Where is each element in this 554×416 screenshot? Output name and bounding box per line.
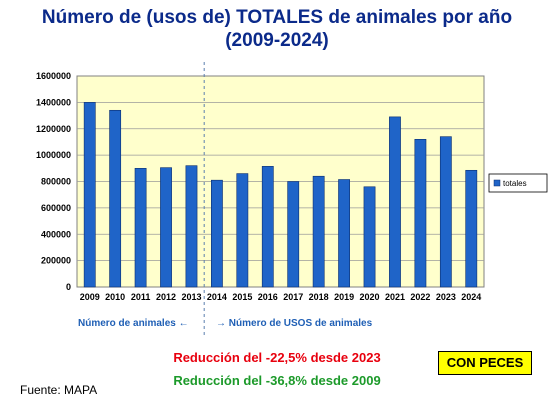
x-tick-label: 2010	[105, 292, 125, 302]
x-tick-label: 2024	[461, 292, 481, 302]
bar	[109, 109, 122, 288]
x-tick-label: 2012	[156, 292, 176, 302]
legend-swatch	[493, 179, 501, 187]
source-note: Fuente: MAPA	[20, 383, 98, 397]
bar	[363, 186, 376, 288]
bar	[236, 173, 249, 288]
left-note: Número de animales ←	[78, 318, 189, 329]
bar	[389, 116, 401, 288]
left-note-label: Número de animales	[78, 318, 176, 329]
title-line-2: (2009-2024)	[225, 30, 329, 51]
y-tick-label: 0	[66, 282, 71, 292]
bar	[414, 139, 427, 288]
y-tick-label: 600000	[41, 203, 71, 213]
x-tick-label: 2017	[283, 292, 303, 302]
right-note-label: Número de USOS de animales	[228, 318, 373, 329]
y-tick-label: 800000	[41, 177, 71, 187]
legend-label: totales	[503, 179, 527, 188]
reduction-2023: Reducción del -22,5% desde 2023	[173, 350, 381, 365]
y-tick-label: 1600000	[36, 71, 71, 81]
bar	[287, 181, 300, 288]
bar	[134, 168, 147, 288]
bar	[160, 167, 172, 288]
x-tick-label: 2023	[436, 292, 456, 302]
reduction-2009: Reducción del -36,8% desde 2009	[173, 373, 381, 388]
bar	[439, 136, 452, 288]
x-tick-label: 2011	[131, 292, 151, 302]
title-line-1: Número de (usos de) TOTALES de animales …	[41, 7, 513, 28]
x-tick-label: 2018	[309, 292, 329, 302]
x-tick-label: 2019	[334, 292, 354, 302]
x-tick-label: 2014	[207, 292, 227, 302]
bar	[261, 166, 274, 288]
page-title: Número de (usos de) TOTALES de animales …	[0, 6, 554, 52]
bar	[312, 175, 325, 288]
legend-box	[488, 173, 548, 193]
y-tick-label: 1400000	[36, 97, 71, 107]
x-tick-label: 2020	[360, 292, 380, 302]
bar-chart: 0 200000 400000 600000 800000 1000000 1200000 1…	[36, 60, 548, 335]
x-tick-label: 2013	[181, 292, 201, 302]
bar	[83, 102, 96, 288]
y-tick-label: 400000	[41, 229, 71, 239]
left-arrow-icon: ←	[178, 318, 189, 329]
x-tick-label: 2015	[232, 292, 252, 302]
x-tick-label: 2021	[385, 292, 405, 302]
y-tick-label: 1200000	[36, 124, 71, 134]
con-peces-badge: CON PECES	[438, 351, 532, 375]
y-tick-label: 1000000	[36, 150, 71, 160]
x-tick-label: 2009	[80, 292, 100, 302]
bar	[338, 179, 350, 288]
right-arrow-icon: →	[216, 318, 226, 329]
bar	[465, 169, 478, 288]
right-note: → Número de USOS de animales	[216, 318, 372, 329]
bar	[185, 165, 198, 288]
x-tick-label: 2016	[258, 292, 278, 302]
bar	[211, 179, 223, 288]
x-tick-label: 2022	[410, 292, 430, 302]
y-tick-label: 200000	[41, 256, 71, 266]
